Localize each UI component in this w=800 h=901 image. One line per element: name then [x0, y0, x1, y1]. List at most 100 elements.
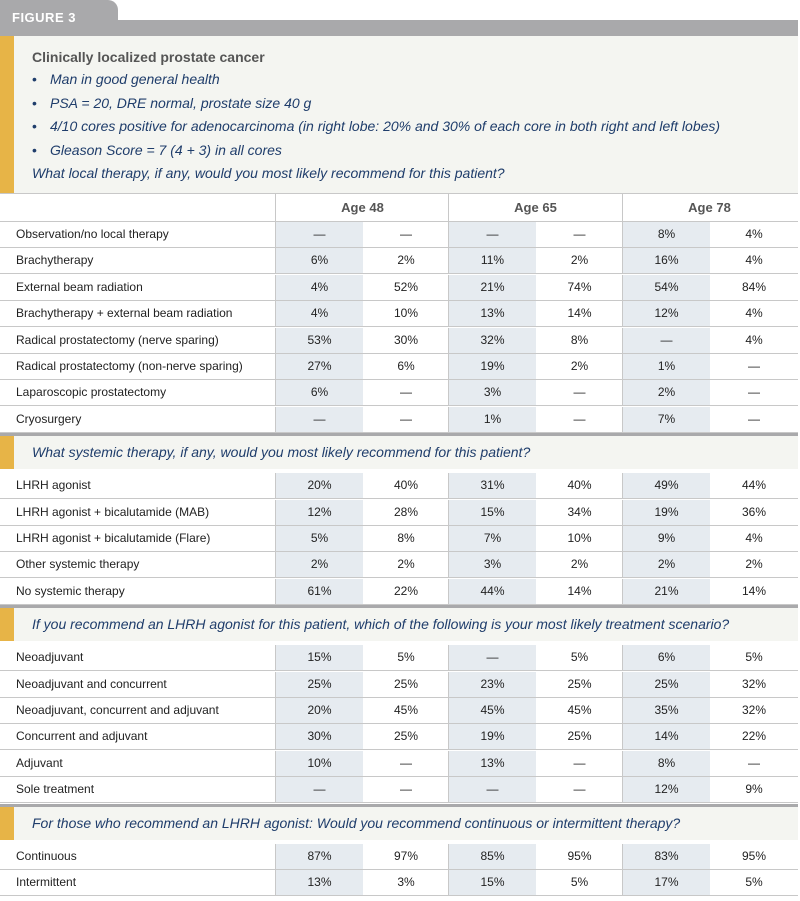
value-cell: 36% [741, 505, 767, 519]
column-shade [276, 844, 363, 869]
value-cell: 45% [567, 703, 592, 717]
table-row: Neoadjuvant 15% 5% — 5% 6% 5% [0, 645, 798, 671]
value-cell: 83% [654, 849, 679, 863]
value-cell: — [573, 227, 586, 241]
column-divider [275, 672, 276, 697]
value-cell: 15% [480, 875, 505, 889]
column-shade [623, 698, 710, 723]
table-row: No systemic therapy 61% 22% 44% 14% 21% 14% [0, 579, 798, 605]
value-cell: 5% [745, 650, 763, 664]
value-cell: 40% [567, 478, 592, 492]
value-cell: 5% [570, 875, 589, 889]
value-cell: — [748, 412, 760, 426]
value-cell: 14% [741, 584, 767, 598]
column-divider [622, 328, 623, 353]
column-divider [448, 777, 449, 802]
table-row: LHRH agonist + bicalutamide (Flare) 5% 8% 7… [0, 526, 798, 552]
table-row: Cryosurgery — — 1% — 7% — [0, 407, 798, 433]
value-cell: 7% [657, 412, 676, 426]
value-cell: 21% [654, 584, 679, 598]
column-shade [623, 222, 710, 247]
column-shade [449, 672, 536, 697]
value-cell: 25% [567, 729, 592, 743]
header-age-78: Age 78 [688, 200, 731, 215]
value-cell: 13% [480, 756, 505, 770]
value-cell: 8% [570, 333, 589, 347]
table-row: LHRH agonist 20% 40% 31% 40% 49% 44% [0, 473, 798, 499]
row-label: Neoadjuvant, concurrent and adjuvant [16, 703, 219, 717]
column-shade [449, 552, 536, 577]
column-divider [275, 870, 276, 895]
row-label: LHRH agonist + bicalutamide (MAB) [16, 505, 210, 519]
table-row: Laparoscopic prostatectomy 6% — 3% — 2% — [0, 380, 798, 406]
column-shade [623, 777, 710, 802]
column-shade [449, 222, 536, 247]
table-row: LHRH agonist + bicalutamide (MAB) 12% 28% 1… [0, 500, 798, 526]
header-age-48: Age 48 [341, 200, 384, 215]
value-cell: 44% [741, 478, 767, 492]
value-cell: 32% [480, 333, 505, 347]
column-divider [275, 698, 276, 723]
table-row: Intermittent 13% 3% 15% 5% 17% 5% [0, 870, 798, 896]
value-cell: 45% [480, 703, 505, 717]
column-divider [622, 500, 623, 525]
row-label: Radical prostatectomy (non-nerve sparing… [16, 359, 243, 373]
column-shade [276, 526, 363, 551]
case-detail-item: • PSA = 20, DRE normal, prostate size 40 … [32, 94, 312, 111]
column-shade [449, 526, 536, 551]
value-cell: — [573, 385, 586, 399]
value-cell: 25% [393, 729, 419, 743]
value-cell: 3% [397, 875, 415, 889]
column-shade [449, 645, 536, 670]
column-shade [449, 500, 536, 525]
value-cell: 2% [657, 385, 676, 399]
value-cell: 25% [567, 677, 592, 691]
column-divider [622, 526, 623, 551]
accent-bar [0, 806, 14, 840]
value-cell: 4% [745, 333, 763, 347]
value-cell: 2% [570, 557, 589, 571]
column-divider [622, 698, 623, 723]
value-cell: 1% [657, 359, 676, 373]
value-cell: 2% [397, 253, 415, 267]
column-shade [623, 301, 710, 326]
column-shade [276, 645, 363, 670]
column-shade [276, 870, 363, 895]
value-cell: 95% [567, 849, 592, 863]
value-cell: — [313, 412, 326, 426]
table-row: Radical prostatectomy (non-nerve sparing… [0, 354, 798, 380]
column-divider [448, 579, 449, 604]
column-divider [622, 844, 623, 869]
column-shade [276, 222, 363, 247]
value-cell: — [400, 412, 412, 426]
column-divider [622, 751, 623, 776]
column-shade [449, 777, 536, 802]
value-cell: 14% [654, 729, 679, 743]
column-divider [622, 645, 623, 670]
column-divider [448, 751, 449, 776]
column-shade [276, 672, 363, 697]
row-label: Concurrent and adjuvant [16, 729, 148, 743]
column-divider [622, 579, 623, 604]
value-cell: — [573, 782, 586, 796]
value-cell: 27% [307, 359, 332, 373]
column-divider [275, 579, 276, 604]
value-cell: 84% [741, 280, 767, 294]
column-shade [449, 301, 536, 326]
column-shade [449, 354, 536, 379]
column-shade [449, 698, 536, 723]
value-cell: 4% [310, 306, 329, 320]
value-cell: 8% [397, 531, 415, 545]
column-divider [448, 672, 449, 697]
column-divider [622, 870, 623, 895]
row-label: Observation/no local therapy [16, 227, 169, 241]
row-label: Neoadjuvant and concurrent [16, 677, 167, 691]
column-shade [623, 328, 710, 353]
column-divider [275, 645, 276, 670]
column-shade [276, 698, 363, 723]
value-cell: — [486, 650, 499, 664]
column-divider [622, 473, 623, 498]
value-cell: 15% [307, 650, 332, 664]
value-cell: 95% [741, 849, 767, 863]
row-label: Adjuvant [16, 756, 63, 770]
